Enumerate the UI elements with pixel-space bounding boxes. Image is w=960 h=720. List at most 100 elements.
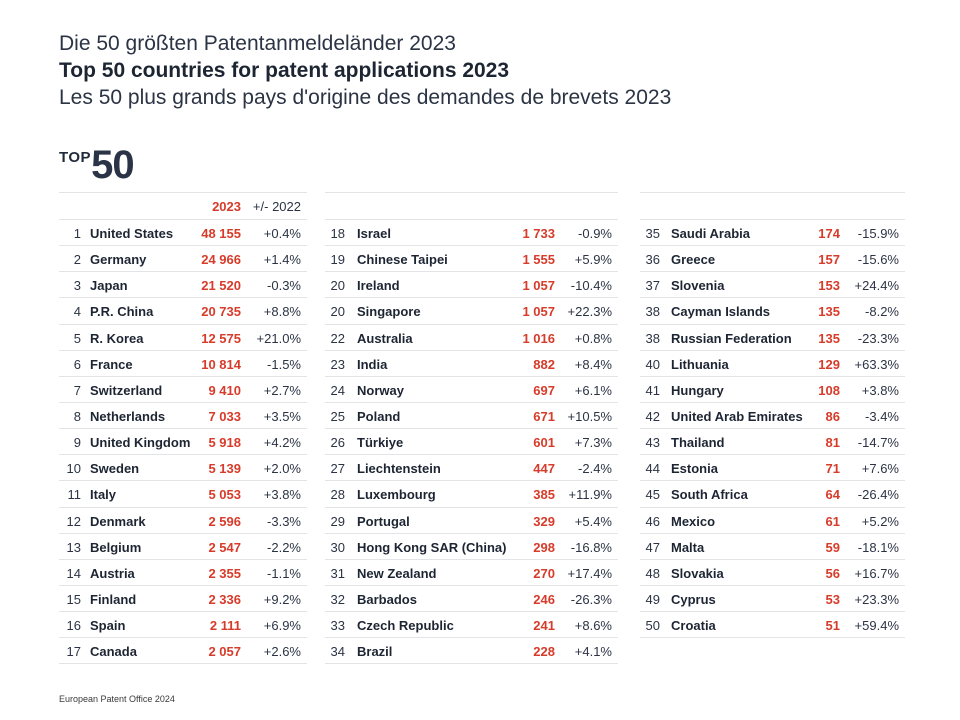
ranking-rows-1: 1 United States 48 155 +0.4% 2 Germany 24 966 +…	[59, 220, 307, 665]
table-row: 20 Singapore 1 057 +22.3%	[325, 298, 618, 325]
change-cell: -14.7%	[857, 435, 899, 451]
value-cell: 228	[533, 644, 555, 660]
change-cell: +0.4%	[263, 226, 301, 241]
value-cell: 108	[818, 382, 840, 398]
value-cell: 21 520	[201, 278, 241, 294]
change-cell: +3.8%	[263, 487, 301, 503]
table-row: 27 Liechtenstein 447 -2.4%	[325, 455, 618, 482]
country-cell: Japan	[90, 278, 128, 294]
country-cell: Canada	[90, 644, 137, 660]
change-cell: +5.4%	[574, 513, 612, 529]
ranking-rows-2: 18 Israel 1 733 -0.9% 19 Chinese Taipei 1 555 +…	[325, 220, 618, 665]
rank-cell: 16	[66, 618, 81, 634]
rank-cell: 12	[66, 513, 81, 529]
table-row: 31 New Zealand 270 +17.4%	[325, 560, 618, 586]
country-cell: R. Korea	[90, 330, 144, 346]
header-rule	[59, 219, 307, 220]
country-cell: India	[357, 356, 388, 372]
header-year: 2023	[212, 199, 241, 214]
table-row: 49 Cyprus 53 +23.3%	[640, 586, 905, 613]
rank-cell: 44	[645, 461, 660, 477]
country-cell: Germany	[90, 252, 147, 268]
country-cell: New Zealand	[357, 565, 437, 581]
country-cell: Ireland	[357, 278, 400, 294]
value-cell: 153	[818, 278, 840, 294]
column-top-rule	[640, 192, 905, 193]
change-cell: +7.3%	[574, 435, 612, 451]
table-row: 41 Hungary 108 +3.8%	[640, 377, 905, 403]
table-row: 33 Czech Republic 241 +8.6%	[325, 612, 618, 639]
change-cell: +17.4%	[567, 565, 612, 581]
value-cell: 61	[825, 513, 840, 529]
value-cell: 1 016	[522, 330, 555, 346]
table-row: 50 Croatia 51 +59.4%	[640, 612, 905, 639]
change-cell: +10.5%	[567, 408, 612, 424]
value-cell: 246	[533, 591, 555, 607]
value-cell: 2 336	[208, 591, 241, 607]
change-cell: +6.1%	[574, 382, 612, 398]
rank-cell: 28	[330, 487, 345, 503]
table-row: 12 Denmark 2 596 -3.3%	[59, 508, 307, 534]
table-row: 36 Greece 157 -15.6%	[640, 246, 905, 273]
change-cell: -1.5%	[267, 356, 301, 372]
country-cell: United States	[90, 226, 174, 241]
change-cell: -16.8%	[570, 539, 612, 555]
country-cell: United Arab Emirates	[671, 408, 803, 424]
value-cell: 2 355	[208, 565, 241, 581]
change-cell: -3.4%	[865, 408, 899, 424]
rank-cell: 34	[330, 644, 345, 660]
source-footer: European Patent Office 2024	[59, 694, 175, 704]
value-cell: 12 575	[201, 330, 241, 346]
country-cell: Slovakia	[671, 565, 724, 581]
table-row: 6 France 10 814 -1.5%	[59, 351, 307, 377]
rank-cell: 26	[330, 435, 345, 451]
change-cell: +23.3%	[854, 591, 899, 607]
table-row: 7 Switzerland 9 410 +2.7%	[59, 377, 307, 403]
table-row: 4 P.R. China 20 735 +8.8%	[59, 298, 307, 325]
value-cell: 2 057	[208, 644, 241, 660]
change-cell: +6.9%	[263, 618, 301, 634]
value-cell: 2 547	[208, 539, 241, 555]
change-cell: -15.6%	[857, 252, 899, 268]
value-cell: 5 053	[208, 487, 241, 503]
value-cell: 9 410	[208, 382, 241, 398]
change-cell: +11.9%	[568, 487, 613, 503]
rank-cell: 47	[645, 539, 660, 555]
value-cell: 7 033	[208, 408, 241, 424]
rank-cell: 50	[645, 618, 660, 634]
value-cell: 270	[533, 565, 555, 581]
ranking-rows-3: 35 Saudi Arabia 174 -15.9% 36 Greece 157 -15.6%…	[640, 220, 905, 639]
change-cell: -26.3%	[570, 591, 612, 607]
country-cell: Luxembourg	[357, 487, 436, 503]
change-cell: +4.2%	[263, 435, 301, 451]
country-cell: Barbados	[357, 591, 417, 607]
country-cell: P.R. China	[90, 304, 154, 320]
change-cell: -2.2%	[267, 539, 301, 555]
country-cell: Norway	[357, 382, 404, 398]
rank-cell: 33	[330, 618, 345, 634]
table-row: 24 Norway 697 +6.1%	[325, 377, 618, 403]
table-row: 9 United Kingdom 5 918 +4.2%	[59, 429, 307, 456]
change-cell: +3.8%	[861, 382, 899, 398]
rank-cell: 3	[73, 278, 81, 294]
value-cell: 135	[818, 304, 840, 320]
top50-badge-top: TOP	[59, 149, 92, 166]
rank-cell: 31	[330, 565, 345, 581]
value-cell: 2 111	[209, 618, 241, 634]
country-cell: Portugal	[357, 513, 410, 529]
change-cell: -15.9%	[857, 226, 899, 241]
column-header-empty	[325, 193, 618, 219]
country-cell: Greece	[671, 252, 716, 268]
country-cell: Thailand	[671, 435, 725, 451]
rank-cell: 40	[645, 356, 660, 372]
title-english: Top 50 countries for patent applications…	[59, 59, 510, 82]
change-cell: -8.2%	[865, 304, 899, 320]
header-rule	[640, 219, 905, 220]
change-cell: +8.8%	[263, 304, 301, 320]
column-top-rule	[325, 192, 618, 193]
column-top-rule	[59, 192, 307, 193]
change-cell: +4.1%	[574, 644, 612, 660]
value-cell: 697	[533, 382, 555, 398]
table-row: 38 Cayman Islands 135 -8.2%	[640, 298, 905, 325]
header-rule	[325, 219, 618, 220]
